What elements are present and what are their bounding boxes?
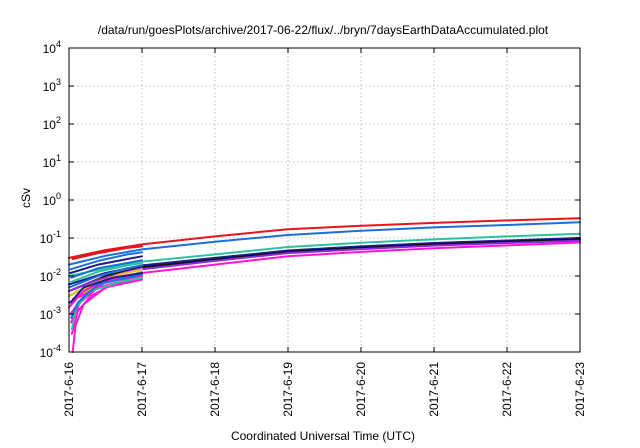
series-line xyxy=(70,259,143,279)
series-line xyxy=(68,221,581,266)
x-axis-label: Coordinated Universal Time (UTC) xyxy=(231,429,415,443)
y-tick-label: 100 xyxy=(43,191,61,208)
series-line xyxy=(68,232,581,277)
y-axis-label: cSv xyxy=(19,188,33,208)
series-line xyxy=(69,272,143,304)
series-line xyxy=(68,267,143,293)
y-tick-label: 10-1 xyxy=(40,229,61,246)
series-group xyxy=(68,217,581,353)
x-tick-label: 2017-6-18 xyxy=(208,362,222,417)
series-line xyxy=(70,273,143,319)
y-ticks: 10-4 10-3 10-2 10-1 100 101 102 103 104 xyxy=(40,39,580,360)
x-tick-label: 2017-6-23 xyxy=(573,362,587,417)
y-tick-label: 101 xyxy=(43,153,61,170)
chart-title: /data/run/goesPlots/archive/2017-06-22/f… xyxy=(98,23,549,37)
series-line xyxy=(71,278,143,353)
series-line xyxy=(71,245,143,260)
x-tick-label: 2017-6-19 xyxy=(281,362,295,417)
series-line xyxy=(69,255,143,274)
y-tick-label: 103 xyxy=(43,77,61,94)
y-tick-label: 10-2 xyxy=(40,267,61,284)
x-ticks: 2017-6-16 2017-6-17 2017-6-18 2017-6-19 2017… xyxy=(62,48,587,417)
x-tick-label: 2017-6-17 xyxy=(135,362,149,417)
y-tick-label: 104 xyxy=(43,39,61,56)
x-tick-label: 2017-6-21 xyxy=(427,362,441,417)
series-line xyxy=(68,217,581,259)
series-line xyxy=(70,262,143,283)
x-tick-label: 2017-6-20 xyxy=(354,362,368,417)
series-line xyxy=(69,251,143,271)
x-tick-label: 2017-6-22 xyxy=(500,362,514,417)
y-tick-label: 10-3 xyxy=(40,305,61,322)
grid xyxy=(69,48,580,352)
series-line xyxy=(68,238,581,293)
x-tick-label: 2017-6-16 xyxy=(62,362,76,417)
series-line xyxy=(68,264,143,289)
y-tick-label: 102 xyxy=(43,115,61,132)
y-tick-label: 10-4 xyxy=(40,343,61,360)
